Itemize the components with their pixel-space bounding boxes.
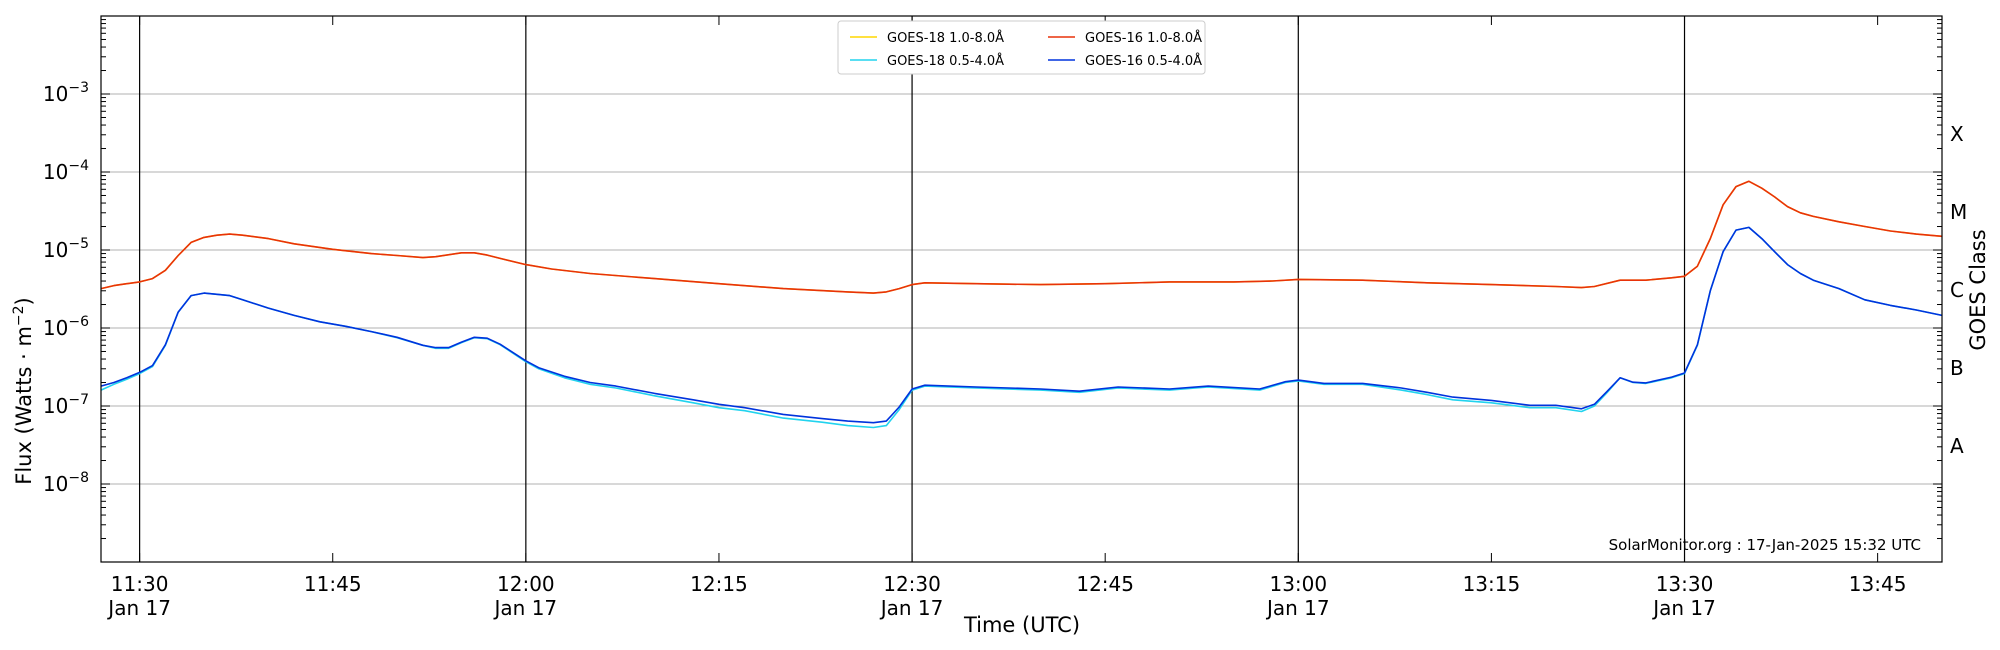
legend-label: GOES-18 1.0-8.0Å bbox=[887, 30, 1004, 46]
x-tick-label: 11:30 bbox=[111, 572, 169, 596]
goes-class-label: M bbox=[1950, 200, 1967, 224]
y-tick-label: 10−4 bbox=[43, 158, 89, 184]
goes-class-label: A bbox=[1950, 434, 1964, 458]
y-axis-label: Flux (Watts · m−2) bbox=[11, 297, 36, 485]
grid-lines bbox=[101, 93, 1942, 485]
x-tick-label: 11:45 bbox=[304, 572, 362, 596]
legend: GOES-18 1.0-8.0Å GOES-18 0.5-4.0Å GOES-16 … bbox=[837, 20, 1206, 75]
y-axis-label-main: Flux (Watts · m bbox=[12, 326, 36, 485]
y-ticks: 10−310−410−510−610−710−8 bbox=[43, 19, 1942, 540]
y-axis-label-exponent: −2 bbox=[11, 305, 27, 326]
goes-class-label: C bbox=[1950, 278, 1964, 302]
x-tick-date-label: Jan 17 bbox=[1651, 596, 1716, 620]
legend-label: GOES-18 0.5-4.0Å bbox=[887, 53, 1004, 69]
legend-label: GOES-16 1.0-8.0Å bbox=[1085, 30, 1202, 46]
y-tick-label: 10−7 bbox=[43, 392, 89, 418]
y-tick-label-base: 10 bbox=[43, 472, 68, 496]
y-tick-label-base: 10 bbox=[43, 394, 68, 418]
series-line bbox=[100, 226, 1943, 424]
y-tick-label-exponent: −8 bbox=[68, 470, 89, 486]
goes-class-labels: X M C B A bbox=[1950, 122, 1967, 458]
y-tick-label-base: 10 bbox=[43, 160, 68, 184]
y-tick-label: 10−6 bbox=[43, 314, 89, 340]
y-tick-label-exponent: −5 bbox=[68, 236, 89, 252]
x-tick-date-label: Jan 17 bbox=[493, 596, 558, 620]
axes bbox=[100, 15, 1943, 563]
legend-box bbox=[837, 20, 1206, 75]
x-tick-date-label: Jan 17 bbox=[106, 596, 171, 620]
goes-class-axis-label: GOES Class bbox=[1966, 229, 1990, 350]
y-axis-label-close: ) bbox=[12, 297, 36, 305]
y-tick-label-base: 10 bbox=[43, 82, 68, 106]
y-tick-label: 10−8 bbox=[43, 470, 89, 496]
goes-class-label: B bbox=[1950, 356, 1964, 380]
series-line bbox=[100, 226, 1943, 429]
y-tick-label-exponent: −3 bbox=[68, 80, 89, 96]
x-tick-label: 13:45 bbox=[1849, 572, 1907, 596]
y-tick-label-exponent: −6 bbox=[68, 314, 89, 330]
vertical-marker-lines bbox=[139, 16, 1686, 562]
y-tick-label: 10−3 bbox=[43, 80, 89, 106]
x-tick-date-label: Jan 17 bbox=[879, 596, 944, 620]
y-tick-label: 10−5 bbox=[43, 236, 89, 262]
x-tick-label: 12:30 bbox=[883, 572, 941, 596]
series-lines bbox=[100, 180, 1943, 429]
credit-text: SolarMonitor.org : 17-Jan-2025 15:32 UTC bbox=[1609, 536, 1921, 554]
series-line bbox=[100, 180, 1943, 294]
x-axis-label: Time (UTC) bbox=[963, 613, 1080, 637]
legend-entries: GOES-18 1.0-8.0Å GOES-18 0.5-4.0Å GOES-16 … bbox=[850, 30, 1202, 69]
x-tick-label: 13:00 bbox=[1269, 572, 1327, 596]
series-line bbox=[100, 180, 1943, 294]
goes-class-label: X bbox=[1950, 122, 1964, 146]
y-tick-label-base: 10 bbox=[43, 316, 68, 340]
x-tick-label: 12:00 bbox=[497, 572, 555, 596]
x-tick-label: 13:15 bbox=[1463, 572, 1521, 596]
legend-label: GOES-16 0.5-4.0Å bbox=[1085, 53, 1202, 69]
x-tick-date-label: Jan 17 bbox=[1265, 596, 1330, 620]
x-tick-label: 12:15 bbox=[690, 572, 748, 596]
y-tick-label-exponent: −4 bbox=[68, 158, 89, 174]
x-tick-label: 13:30 bbox=[1656, 572, 1714, 596]
y-tick-label-base: 10 bbox=[43, 238, 68, 262]
plot-frame bbox=[100, 15, 1943, 563]
y-tick-label-exponent: −7 bbox=[68, 392, 89, 408]
x-tick-label: 12:45 bbox=[1076, 572, 1134, 596]
